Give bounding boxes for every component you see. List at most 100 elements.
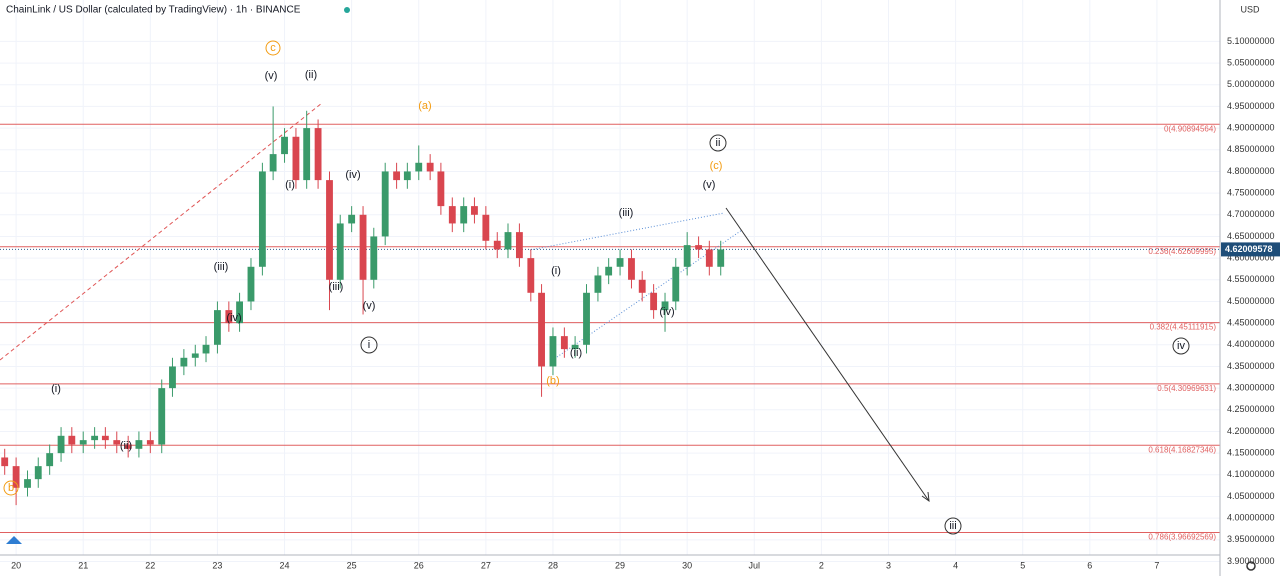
x-tick-label: 20 (11, 560, 21, 570)
wave-label: (ii) (305, 69, 317, 81)
y-tick-label: 5.10000000 (1227, 36, 1275, 46)
x-tick-label: 26 (414, 560, 424, 570)
candle-body (437, 171, 445, 207)
y-tick-label: 4.85000000 (1227, 144, 1275, 154)
y-tick-label: 4.10000000 (1227, 469, 1275, 479)
candle-body (717, 249, 725, 267)
logo (6, 536, 22, 544)
candle-body (113, 440, 121, 445)
candle-body (650, 292, 658, 311)
candle-body (504, 232, 512, 250)
candle-body (46, 453, 54, 467)
candle-body (594, 275, 602, 293)
fib-label: 0.236(4.62609995) (1148, 247, 1216, 256)
label-circle (944, 517, 962, 535)
y-tick-label: 4.15000000 (1227, 448, 1275, 458)
candle-body (527, 258, 535, 293)
x-tick-label: 25 (347, 560, 357, 570)
candle-body (426, 162, 434, 172)
candle-body (158, 388, 166, 445)
y-tick-label: 5.05000000 (1227, 57, 1275, 67)
candle-body (493, 240, 501, 250)
candle-body (180, 357, 188, 367)
candle-body (638, 279, 646, 293)
y-tick-label: 4.70000000 (1227, 209, 1275, 219)
fib-label: 0.382(4.45111915) (1150, 323, 1217, 332)
candle-body (393, 171, 401, 181)
currency: USD (1240, 4, 1260, 14)
fib-levels: 0(4.90894564) 0.236(4.62609995) 0.382(4.45… (0, 123, 1220, 542)
y-tick-label: 4.95000000 (1227, 101, 1275, 111)
arrow-head (921, 491, 930, 503)
settings-icon[interactable] (1246, 561, 1256, 571)
candle-body (24, 479, 31, 488)
candle-body (79, 440, 87, 445)
wave-label: iv (1177, 340, 1185, 352)
wave-label: (b) (546, 375, 559, 387)
wave-labels: c (v) (ii) (a) ii (c) (v) (i) (iv) (iii)… (3, 40, 1190, 535)
candle-body (258, 171, 266, 267)
y-tick-label: 4.35000000 (1227, 361, 1275, 371)
candle-body (169, 366, 176, 389)
candle-body (225, 310, 233, 324)
y-tick-label: 4.40000000 (1227, 339, 1275, 349)
label-circle (360, 336, 378, 354)
x-tick-label: 6 (1087, 560, 1092, 570)
grid (0, 0, 1220, 562)
candle-body (314, 128, 322, 181)
y-tick-label: 4.20000000 (1227, 426, 1275, 436)
wave-label: b (8, 482, 14, 494)
axes: 5.10000000 5.05000000 5.00000000 4.95000000… (11, 36, 1280, 570)
candle-body (68, 435, 76, 445)
candle-body (101, 435, 109, 441)
last-price-label: 4.62009578 (1225, 244, 1273, 254)
wave-label: (iii) (329, 281, 344, 293)
fib-label: 0.618(4.16827346) (1148, 445, 1216, 454)
candle-body (214, 310, 221, 345)
x-tick-label: 27 (481, 560, 491, 570)
candle-body (460, 206, 468, 224)
y-tick-label: 4.75000000 (1227, 187, 1275, 197)
candle-body (191, 353, 199, 358)
last-price-box (1221, 242, 1280, 257)
wave-label: (v) (363, 300, 376, 312)
candle-body (336, 223, 344, 280)
candle-body (1, 457, 9, 467)
wave-label: (v) (703, 179, 716, 191)
candle-body (471, 206, 478, 215)
label-circle (265, 40, 281, 56)
x-tick-label: 2 (819, 560, 824, 570)
candle-body (515, 232, 523, 259)
candle-body (538, 292, 545, 367)
candle-body (571, 344, 579, 350)
x-tick-label: 30 (682, 560, 692, 570)
y-tick-label: 4.55000000 (1227, 274, 1275, 284)
y-tick-label: 4.60000000 (1227, 252, 1275, 262)
x-tick-label: 3 (886, 560, 891, 570)
wave-label: (iv) (226, 312, 241, 324)
wave-label: (iii) (619, 207, 634, 219)
candle-body (616, 258, 624, 267)
candle-body (146, 440, 154, 445)
label-circle (709, 134, 727, 152)
chart-title: ChainLink / US Dollar (calculated by Tra… (6, 5, 301, 16)
status-dot (344, 7, 350, 13)
y-tick-label: 4.25000000 (1227, 404, 1275, 414)
candle-body (661, 301, 669, 311)
candle-body (448, 206, 456, 224)
wave-label: (ii) (570, 347, 582, 359)
x-tick-label: 22 (145, 560, 155, 570)
candle-body (705, 249, 713, 267)
candle-body (583, 292, 590, 345)
fib-label: 0.786(3.96692569) (1148, 533, 1216, 542)
x-tick-label: 7 (1154, 560, 1159, 570)
wave-label: c (270, 42, 276, 54)
y-tick-label: 4.80000000 (1227, 166, 1275, 176)
x-tick-label: 29 (615, 560, 625, 570)
candle-body (236, 301, 243, 324)
candle-body (91, 435, 99, 441)
candle-body (202, 344, 210, 354)
wave-label: (i) (551, 265, 561, 277)
y-tick-label: 4.05000000 (1227, 491, 1275, 501)
